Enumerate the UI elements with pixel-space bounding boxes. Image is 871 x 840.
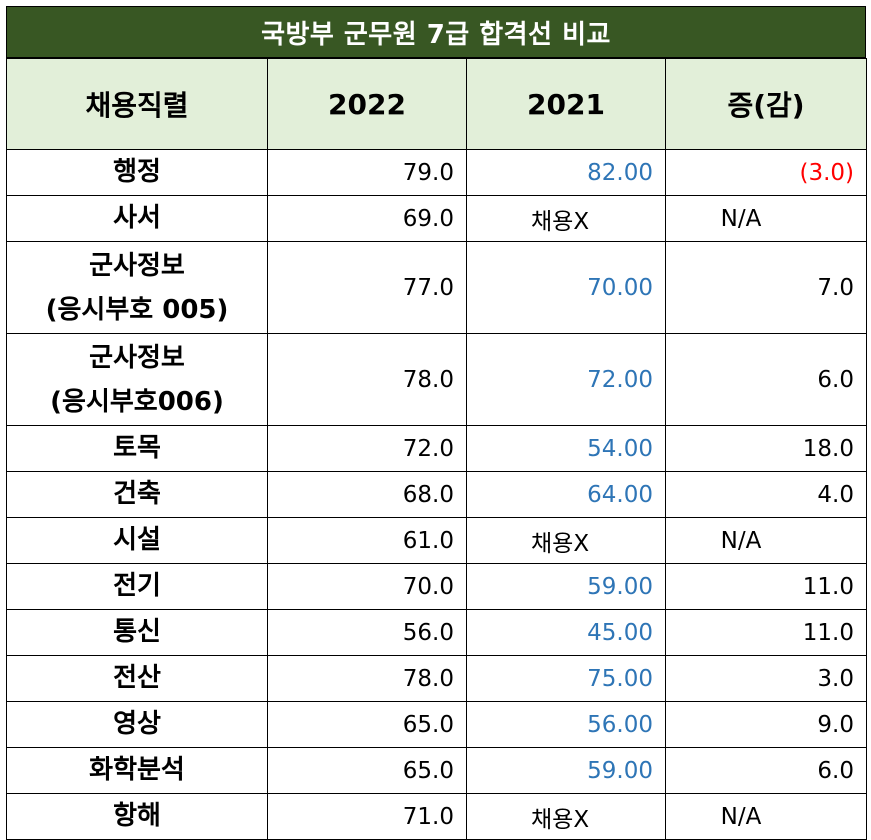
score-2022: 61.0 [267, 517, 467, 564]
position-name-line: 통신 [113, 617, 161, 647]
position-name-line: 항해 [113, 801, 161, 831]
position-name: 행정 [6, 149, 268, 196]
table-row: 전기 70.0 59.00 11.0 [6, 563, 867, 610]
position-name-line: 행정 [113, 157, 161, 187]
position-name-line: 건축 [113, 479, 161, 509]
position-name: 시설 [6, 517, 268, 564]
table-row: 영상 65.0 56.00 9.0 [6, 701, 867, 748]
table-row: 전산 78.0 75.00 3.0 [6, 655, 867, 702]
position-name-line: 사서 [113, 203, 161, 233]
score-2021: 72.00 [466, 333, 666, 426]
score-2022: 72.0 [267, 425, 467, 472]
score-change: 6.0 [665, 333, 867, 426]
score-change: 6.0 [665, 747, 867, 794]
score-2022: 70.0 [267, 563, 467, 610]
table-body: 행정 79.0 82.00 (3.0) 사서 69.0 채용X N/A 군사정보 (응시부호 00… [6, 149, 867, 840]
header-2021: 2021 [466, 58, 666, 150]
header-2022: 2022 [267, 58, 467, 150]
score-2022: 78.0 [267, 655, 467, 702]
score-2021: 채용X [466, 517, 666, 564]
score-2021: 45.00 [466, 609, 666, 656]
position-name-line: 시설 [113, 525, 161, 555]
cutoff-table: 채용직렬 2022 2021 증(감) 행정 79.0 82.00 (3.0) 사서 69… [6, 58, 867, 840]
score-2021: 54.00 [466, 425, 666, 472]
score-change: 9.0 [665, 701, 867, 748]
score-2021: 채용X [466, 793, 666, 840]
position-name-line: 군사정보 [89, 342, 185, 373]
table-row: 건축 68.0 64.00 4.0 [6, 471, 867, 518]
score-2022: 69.0 [267, 195, 467, 242]
position-name: 화학분석 [6, 747, 268, 794]
score-2021: 82.00 [466, 149, 666, 196]
score-2022: 65.0 [267, 747, 467, 794]
table-row: 시설 61.0 채용X N/A [6, 517, 867, 564]
position-name-line: (응시부호006) [50, 386, 224, 417]
position-name-line: 전기 [113, 571, 161, 601]
score-2022: 79.0 [267, 149, 467, 196]
score-2021: 채용X [466, 195, 666, 242]
table-row: 사서 69.0 채용X N/A [6, 195, 867, 242]
header-row: 채용직렬 2022 2021 증(감) [6, 58, 867, 150]
header-position: 채용직렬 [6, 58, 268, 150]
score-change: N/A [665, 793, 867, 840]
score-2022: 71.0 [267, 793, 467, 840]
score-change: 18.0 [665, 425, 867, 472]
score-2021: 59.00 [466, 747, 666, 794]
position-name: 사서 [6, 195, 268, 242]
position-name-line: 화학분석 [89, 755, 185, 785]
position-name: 건축 [6, 471, 268, 518]
score-change: 7.0 [665, 241, 867, 334]
position-name: 군사정보 (응시부호006) [6, 333, 268, 426]
position-name: 전기 [6, 563, 268, 610]
table-row: 행정 79.0 82.00 (3.0) [6, 149, 867, 196]
position-name-line: 영상 [113, 709, 161, 739]
score-change: 4.0 [665, 471, 867, 518]
score-change: 11.0 [665, 609, 867, 656]
position-name: 군사정보 (응시부호 005) [6, 241, 268, 334]
table-row: 군사정보 (응시부호 005) 77.0 70.00 7.0 [6, 241, 867, 334]
position-name-line: (응시부호 005) [45, 294, 229, 325]
table-row: 군사정보 (응시부호006) 78.0 72.00 6.0 [6, 333, 867, 426]
table-row: 항해 71.0 채용X N/A [6, 793, 867, 840]
score-change: 3.0 [665, 655, 867, 702]
table-row: 화학분석 65.0 59.00 6.0 [6, 747, 867, 794]
position-name-line: 군사정보 [89, 250, 185, 281]
score-2021: 59.00 [466, 563, 666, 610]
position-name: 토목 [6, 425, 268, 472]
position-name-line: 전산 [113, 663, 161, 693]
score-change: (3.0) [665, 149, 867, 196]
score-2022: 56.0 [267, 609, 467, 656]
score-change: 11.0 [665, 563, 867, 610]
table-row: 통신 56.0 45.00 11.0 [6, 609, 867, 656]
score-2021: 56.00 [466, 701, 666, 748]
comparison-sheet: 국방부 군무원 7급 합격선 비교 채용직렬 2022 2021 증(감) 행정… [6, 6, 867, 840]
score-2021: 75.00 [466, 655, 666, 702]
position-name: 통신 [6, 609, 268, 656]
score-2022: 78.0 [267, 333, 467, 426]
table-row: 토목 72.0 54.00 18.0 [6, 425, 867, 472]
score-2022: 77.0 [267, 241, 467, 334]
position-name: 영상 [6, 701, 268, 748]
score-2021: 64.00 [466, 471, 666, 518]
score-2022: 65.0 [267, 701, 467, 748]
header-change: 증(감) [665, 58, 867, 150]
score-change: N/A [665, 195, 867, 242]
score-change: N/A [665, 517, 867, 564]
score-2021: 70.00 [466, 241, 666, 334]
position-name-line: 토목 [113, 433, 161, 463]
position-name: 전산 [6, 655, 268, 702]
position-name: 항해 [6, 793, 268, 840]
score-2022: 68.0 [267, 471, 467, 518]
table-title: 국방부 군무원 7급 합격선 비교 [6, 6, 866, 58]
